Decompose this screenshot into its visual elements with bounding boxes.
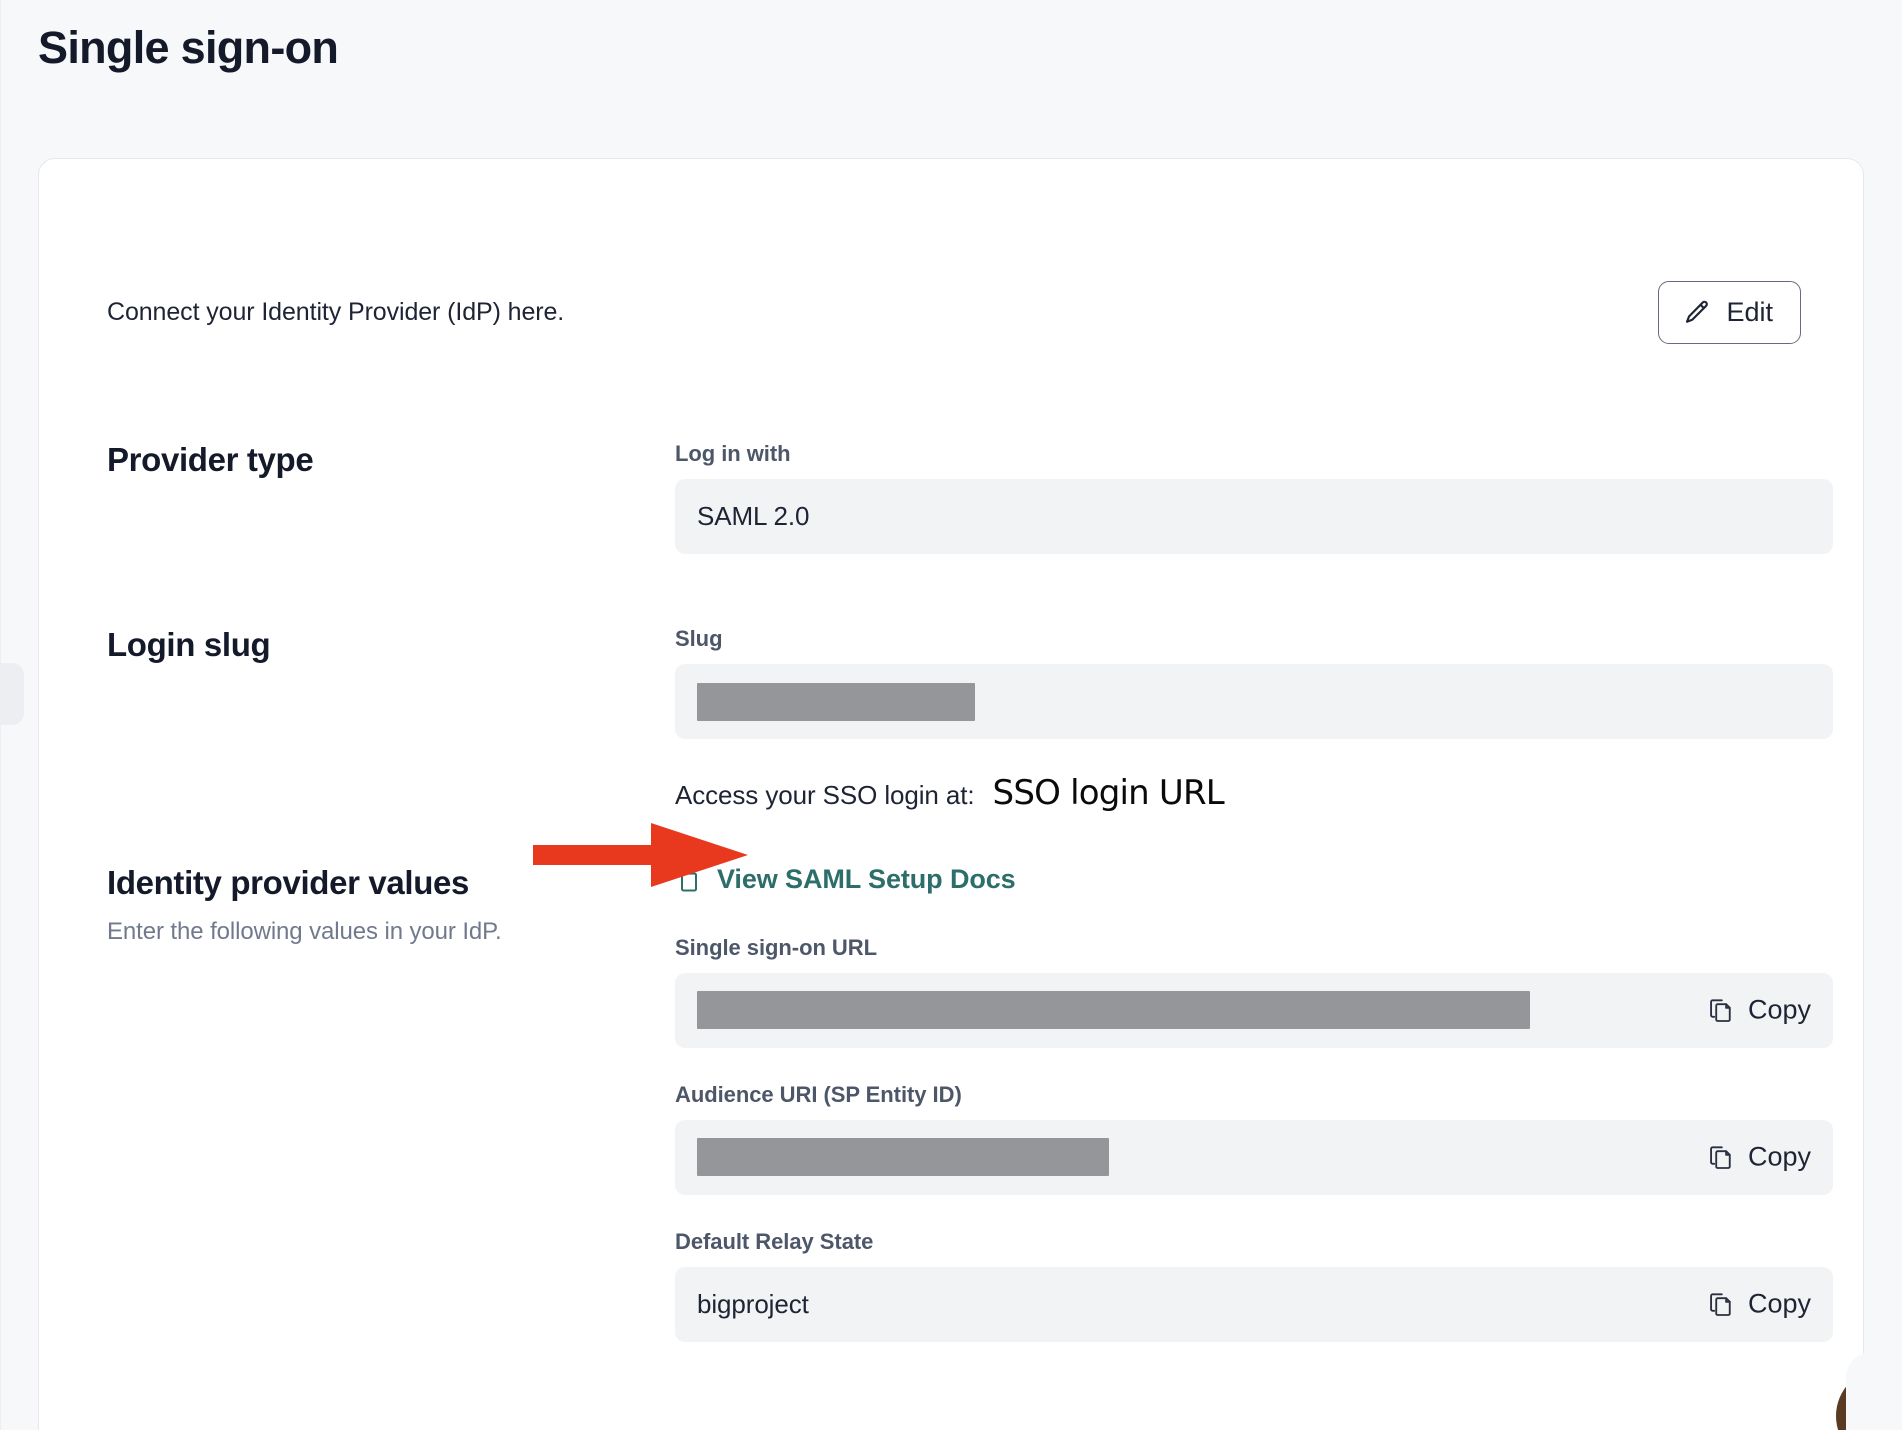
redacted-value-single-sign-on-url: [697, 991, 1530, 1029]
edit-button[interactable]: Edit: [1658, 281, 1801, 344]
field-value-default-relay-state: bigproject: [697, 1288, 809, 1319]
book-icon: [675, 866, 703, 894]
section-idp-values-left: Identity provider values Enter the follo…: [107, 864, 647, 946]
section-provider-type-left: Provider type: [107, 441, 647, 479]
field-label-log-in-with: Log in with: [675, 441, 791, 466]
copy-icon: [1707, 996, 1735, 1024]
section-title: Identity provider values: [107, 864, 470, 901]
copy-icon: [1707, 1143, 1735, 1171]
field-single-sign-on-url[interactable]: Copy: [675, 972, 1833, 1048]
copy-button-label: Copy: [1747, 1288, 1811, 1319]
section-login-slug-right: Slug Access your SSO login at: SSO login…: [675, 626, 1833, 813]
corner-mask: [1846, 1352, 1902, 1430]
field-group-audience-uri: Audience URI (SP Entity ID): [675, 1082, 1833, 1195]
sidebar-collapse-handle[interactable]: [0, 663, 24, 725]
sso-login-url-value[interactable]: SSO login URL: [992, 773, 1225, 813]
intro-text: Connect your Identity Provider (IdP) her…: [107, 298, 565, 326]
card-intro-row: Connect your Identity Provider (IdP) her…: [107, 281, 1801, 344]
redacted-value-slug: [697, 682, 975, 721]
sso-settings-card: Connect your Identity Provider (IdP) her…: [38, 158, 1864, 1430]
field-value-log-in-with: SAML 2.0: [697, 501, 810, 531]
edit-button-label: Edit: [1726, 297, 1773, 327]
field-group-default-relay-state: Default Relay State bigproject: [675, 1229, 1833, 1342]
field-log-in-with[interactable]: SAML 2.0: [675, 479, 1833, 554]
field-audience-uri[interactable]: Copy: [675, 1119, 1833, 1195]
section-idp-values-right: View SAML Setup Docs Single sign-on URL: [675, 864, 1833, 1342]
copy-button-label: Copy: [1747, 1141, 1811, 1172]
field-group-single-sign-on-url: Single sign-on URL Copy: [675, 935, 1833, 1048]
pencil-icon: [1682, 298, 1712, 328]
field-label-audience-uri: Audience URI (SP Entity ID): [675, 1081, 962, 1107]
view-saml-setup-docs-link[interactable]: View SAML Setup Docs: [675, 864, 1016, 895]
section-title: Login slug: [107, 626, 271, 663]
copy-button-label: Copy: [1747, 994, 1811, 1025]
access-prefix-label: Access your SSO login at:: [675, 780, 975, 810]
view-saml-setup-docs-label: View SAML Setup Docs: [717, 864, 1016, 894]
section-login-slug-left: Login slug: [107, 626, 647, 664]
field-slug[interactable]: [675, 664, 1833, 739]
section-title: Provider type: [107, 441, 314, 478]
field-label-slug: Slug: [675, 626, 723, 651]
copy-button-single-sign-on-url[interactable]: Copy: [1707, 995, 1811, 1026]
copy-icon: [1707, 1290, 1735, 1318]
field-label-single-sign-on-url: Single sign-on URL: [675, 934, 877, 960]
section-provider-type-right: Log in with SAML 2.0: [675, 441, 1833, 554]
section-subtitle: Enter the following values in your IdP.: [107, 918, 502, 945]
copy-button-audience-uri[interactable]: Copy: [1707, 1142, 1811, 1173]
page-title: Single sign-on: [38, 22, 339, 73]
redacted-value-audience-uri: [697, 1138, 1109, 1176]
copy-button-default-relay-state[interactable]: Copy: [1707, 1289, 1811, 1320]
sso-login-access-line: Access your SSO login at: SSO login URL: [675, 773, 1833, 813]
field-label-default-relay-state: Default Relay State: [675, 1228, 874, 1254]
field-default-relay-state[interactable]: bigproject Copy: [675, 1266, 1833, 1342]
